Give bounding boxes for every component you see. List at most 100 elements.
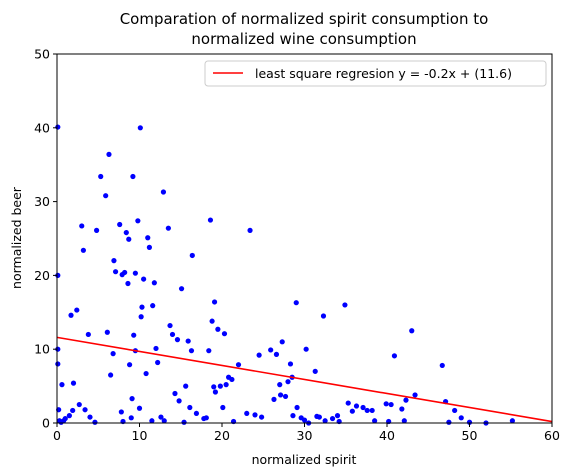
data-point-10 xyxy=(66,413,72,419)
data-point-60 xyxy=(158,414,164,420)
data-point-69 xyxy=(178,286,185,292)
data-point-121 xyxy=(329,415,336,422)
data-point-27 xyxy=(108,372,114,378)
data-point-137 xyxy=(401,418,407,424)
data-point-14 xyxy=(74,307,80,313)
data-point-16 xyxy=(79,223,85,229)
data-point-36 xyxy=(123,229,129,236)
data-point-140 xyxy=(412,392,418,398)
data-point-39 xyxy=(127,362,133,368)
data-point-12 xyxy=(70,407,76,414)
data-point-44 xyxy=(132,270,138,276)
data-point-29 xyxy=(111,258,117,264)
data-point-66 xyxy=(172,390,178,397)
data-point-94 xyxy=(244,410,250,417)
data-point-54 xyxy=(146,244,152,250)
data-point-89 xyxy=(223,382,229,388)
data-point-41 xyxy=(129,396,135,402)
data-point-49 xyxy=(138,314,144,320)
data-point-68 xyxy=(176,398,182,404)
data-point-78 xyxy=(203,415,209,421)
data-point-31 xyxy=(117,221,123,228)
data-point-93 xyxy=(235,362,242,368)
data-point-91 xyxy=(229,376,235,383)
data-point-144 xyxy=(452,407,458,414)
data-point-126 xyxy=(349,408,355,414)
data-point-79 xyxy=(206,348,212,354)
data-point-71 xyxy=(183,383,189,389)
data-point-70 xyxy=(181,419,187,425)
data-point-84 xyxy=(212,389,218,395)
y-tick-label-4: 40 xyxy=(34,120,50,135)
data-point-128 xyxy=(360,404,366,411)
data-point-116 xyxy=(312,368,318,374)
y-tick-label-0: 0 xyxy=(42,416,50,431)
data-point-0 xyxy=(55,124,61,130)
x-tick-label-5: 50 xyxy=(462,428,478,443)
data-point-40 xyxy=(128,415,134,421)
data-point-17 xyxy=(80,247,86,253)
x-axis-label: normalized spirit xyxy=(252,452,357,467)
data-point-18 xyxy=(82,407,88,413)
data-point-143 xyxy=(446,419,452,425)
data-point-24 xyxy=(103,193,109,199)
y-tick-label-5: 50 xyxy=(34,47,50,62)
data-point-42 xyxy=(130,173,136,180)
x-tick-label-6: 60 xyxy=(544,428,560,443)
chart-title-line-2: normalized wine consumption xyxy=(191,30,416,48)
data-point-132 xyxy=(383,401,389,407)
data-point-125 xyxy=(345,400,351,406)
data-point-105 xyxy=(282,393,289,400)
data-point-106 xyxy=(285,379,291,385)
data-point-87 xyxy=(220,404,226,411)
data-point-88 xyxy=(221,331,228,337)
x-tick-label-4: 40 xyxy=(379,428,395,443)
data-point-32 xyxy=(118,409,124,415)
data-point-7 xyxy=(59,382,65,388)
data-point-95 xyxy=(247,227,253,233)
data-point-22 xyxy=(94,227,100,233)
data-point-131 xyxy=(372,418,378,424)
x-tick-label-0: 0 xyxy=(53,428,61,443)
data-point-37 xyxy=(125,280,131,287)
data-point-65 xyxy=(169,331,176,338)
data-point-83 xyxy=(211,299,218,305)
x-tick-label-1: 10 xyxy=(132,428,148,443)
data-point-99 xyxy=(268,347,274,353)
data-point-47 xyxy=(136,405,143,411)
data-point-145 xyxy=(458,415,464,421)
data-point-98 xyxy=(259,414,265,420)
data-point-113 xyxy=(301,417,308,423)
data-point-127 xyxy=(353,403,360,409)
data-point-48 xyxy=(137,125,143,131)
data-point-109 xyxy=(290,413,296,419)
data-point-82 xyxy=(211,384,217,390)
data-point-111 xyxy=(294,404,300,411)
data-point-138 xyxy=(403,397,409,403)
data-point-119 xyxy=(320,313,327,319)
regression-line-layer xyxy=(56,336,553,423)
data-point-26 xyxy=(106,151,112,157)
data-point-46 xyxy=(135,218,141,224)
data-point-80 xyxy=(207,217,214,223)
data-point-23 xyxy=(98,173,104,180)
data-point-107 xyxy=(287,361,294,367)
data-point-110 xyxy=(293,300,299,306)
data-point-11 xyxy=(68,312,74,318)
data-point-118 xyxy=(316,414,322,420)
data-point-72 xyxy=(185,338,191,344)
data-point-62 xyxy=(161,418,167,424)
data-point-50 xyxy=(139,304,145,310)
data-point-35 xyxy=(122,269,128,276)
data-point-67 xyxy=(174,337,181,343)
y-tick-label-1: 10 xyxy=(34,342,50,357)
data-point-122 xyxy=(334,413,341,419)
data-point-63 xyxy=(165,225,171,231)
data-point-53 xyxy=(145,235,151,241)
x-axis-ticks: 0 10 20 30 40 50 60 xyxy=(53,423,560,443)
y-tick-label-2: 20 xyxy=(34,268,50,283)
data-point-129 xyxy=(364,407,370,414)
x-tick-label-3: 30 xyxy=(297,428,313,443)
regression-line xyxy=(56,336,553,423)
